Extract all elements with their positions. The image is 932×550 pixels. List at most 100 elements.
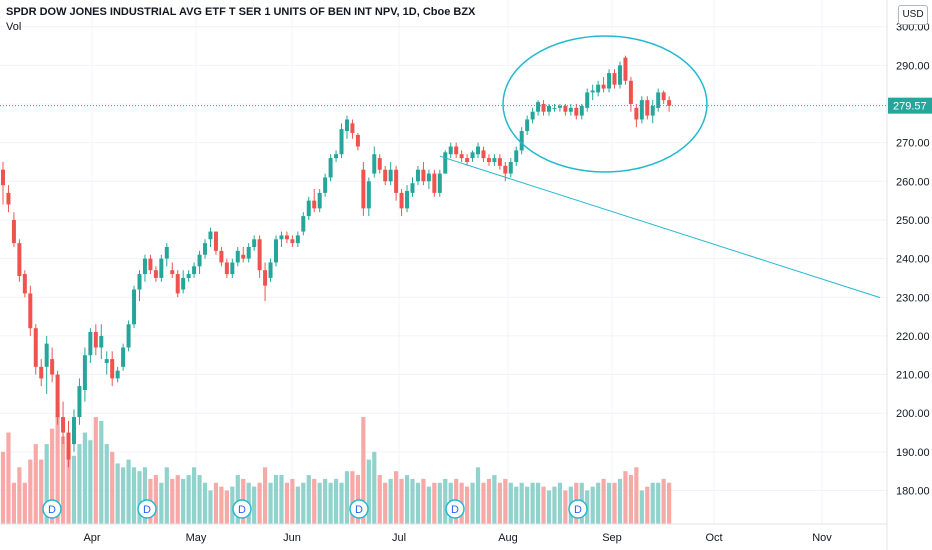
volume-bar [99, 420, 104, 524]
candlesticks [1, 55, 672, 468]
currency-button[interactable]: USD [898, 5, 928, 25]
candle-body [650, 105, 655, 116]
candle-body [110, 359, 115, 379]
volume-bar [361, 417, 366, 524]
candle-body [235, 250, 240, 263]
candle-body [405, 190, 410, 209]
volume-bar [590, 486, 595, 524]
dividend-marker-label: D [451, 504, 459, 516]
candle-body [399, 192, 404, 209]
dividend-marker[interactable]: D [42, 499, 62, 519]
candle-body [617, 65, 622, 85]
candle-body [350, 123, 355, 133]
candle-body [77, 386, 82, 418]
candle-body [306, 200, 311, 217]
candle-body [126, 324, 131, 348]
dividend-marker[interactable]: D [568, 499, 588, 519]
price-axis[interactable]: 180.00 190.00 200.00 210.00 220.00 230.00 240.… [886, 0, 930, 550]
volume-bar [93, 417, 98, 524]
candle-body [639, 100, 644, 120]
candle-body [568, 107, 573, 112]
candle-body [197, 254, 202, 267]
last-price-tag: 279.57 [888, 97, 932, 114]
candle-body [104, 359, 109, 363]
volume-bar [557, 482, 563, 524]
volume-bar [628, 475, 633, 524]
candle-body [252, 239, 257, 248]
time-axis[interactable]: Apr May Jun Jul Aug Sep Oct Nov [0, 523, 887, 544]
volume-bar [131, 467, 137, 524]
volume-bar [415, 482, 421, 524]
volume-bar [606, 482, 612, 524]
volume-bar [535, 482, 541, 524]
volume-bar [121, 467, 126, 524]
candle-body [186, 274, 191, 278]
volume-bar [197, 475, 202, 524]
candle-body [301, 216, 306, 232]
volume-bar [262, 467, 268, 524]
volume-bar [667, 482, 672, 524]
volume-bar [317, 482, 322, 524]
candle-body [563, 105, 568, 112]
candle-body [448, 146, 453, 155]
candle-body [323, 177, 328, 193]
candle-body [153, 270, 158, 278]
candle-body [290, 239, 295, 244]
volume-bar [153, 475, 158, 524]
volume-bar [601, 478, 606, 524]
volume-bar [650, 482, 655, 524]
time-tick-label: Aug [498, 532, 518, 544]
candle-body [525, 119, 530, 132]
volume-legend-label: Vol [6, 21, 22, 33]
volume-bar [394, 471, 399, 524]
candle-body [481, 150, 486, 159]
candle-body [39, 366, 44, 379]
candle-body [623, 57, 628, 81]
volume-bar [623, 471, 628, 524]
time-tick-label: May [186, 532, 207, 544]
dividend-marker-circle [568, 499, 588, 519]
volume-bar [492, 475, 497, 524]
time-tick-label: Apr [83, 532, 100, 544]
dividend-marker[interactable]: D [232, 499, 252, 519]
volume-bar [383, 482, 388, 524]
price-tick-label: 220.00 [896, 331, 930, 343]
candle-body [203, 243, 208, 255]
volume-bar [175, 475, 180, 524]
candle-body [284, 235, 289, 240]
volume-bar [33, 444, 38, 524]
volume-bar [82, 432, 87, 524]
volume-bar [503, 478, 508, 524]
candle-body [344, 119, 349, 132]
dividend-marker[interactable]: D [137, 499, 157, 519]
candle-body [121, 347, 126, 367]
dividend-marker-label: D [143, 504, 151, 516]
volume-bar [202, 482, 208, 524]
candle-body [132, 289, 137, 325]
dividend-marker-circle [137, 499, 157, 519]
candle-body [257, 239, 262, 271]
candle-body [552, 107, 557, 109]
volume-bar [656, 482, 661, 524]
dividend-marker[interactable]: D [445, 499, 465, 519]
candle-body [93, 332, 98, 348]
candle-body [279, 235, 284, 240]
time-tick-label: Nov [812, 532, 832, 544]
candle-body [33, 328, 38, 367]
volume-bar [645, 486, 650, 524]
candle-body [192, 266, 197, 275]
candle-body [219, 250, 224, 263]
volume-bar [525, 486, 530, 524]
volume-bar [306, 475, 311, 524]
volume-bar [563, 490, 568, 524]
candle-body [547, 105, 551, 112]
volume-bar [410, 478, 415, 524]
candle-body [82, 355, 87, 391]
dividend-marker[interactable]: D [349, 499, 369, 519]
volume-bar [71, 455, 77, 524]
candle-body [50, 359, 55, 375]
chart-header: SPDR DOW JONES INDUSTRIAL AVG ETF T SER … [6, 6, 475, 33]
candle-body [426, 173, 431, 182]
